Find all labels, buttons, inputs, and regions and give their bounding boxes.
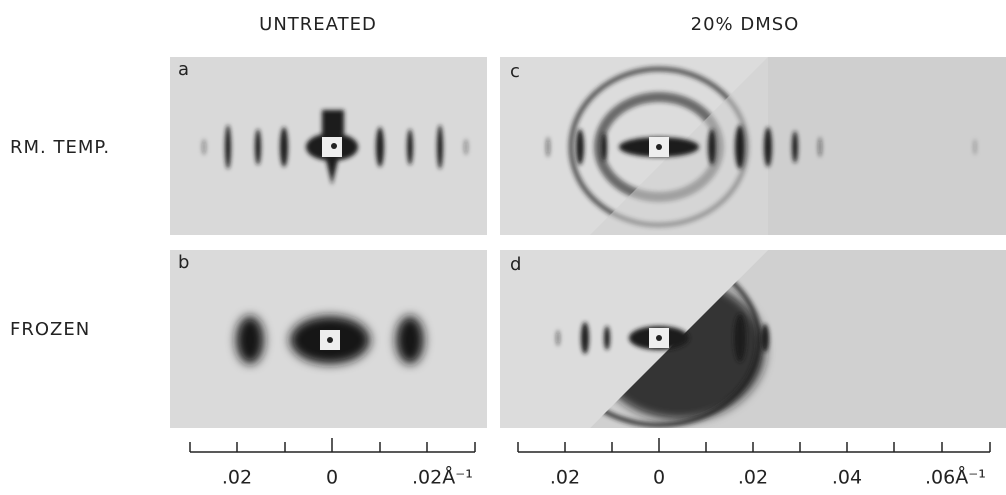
panel-d: d [500, 250, 1006, 428]
panel-letter: d [510, 254, 521, 275]
scale-label: 0 [326, 467, 338, 489]
scale-label: .02 [222, 467, 252, 489]
figure: UNTREATED 20% DMSO RM. TEMP. FROZEN a [0, 0, 1006, 495]
panel-letter: c [510, 61, 520, 82]
beam-center [327, 337, 333, 343]
scale-label: .06Å⁻¹ [925, 466, 986, 489]
column-header: UNTREATED [259, 14, 377, 35]
scale-label: .02 [738, 467, 768, 489]
panel-letter: b [178, 252, 189, 273]
beam-center [331, 143, 337, 149]
scale-bar [190, 438, 475, 452]
scale-label: .04 [832, 467, 862, 489]
beam-center [656, 335, 662, 341]
panel-a: a [170, 57, 487, 235]
row-label: FROZEN [10, 319, 90, 340]
scale-label: .02Å⁻¹ [412, 466, 473, 489]
beam-center [656, 144, 662, 150]
scale-label: 0 [653, 467, 665, 489]
panel-c: c [500, 57, 1006, 235]
scale-bar [518, 438, 990, 452]
panel-letter: a [178, 59, 189, 80]
row-label: RM. TEMP. [10, 137, 110, 158]
panel-b: b [170, 250, 487, 428]
column-header: 20% DMSO [691, 14, 800, 35]
scale-label: .02 [550, 467, 580, 489]
